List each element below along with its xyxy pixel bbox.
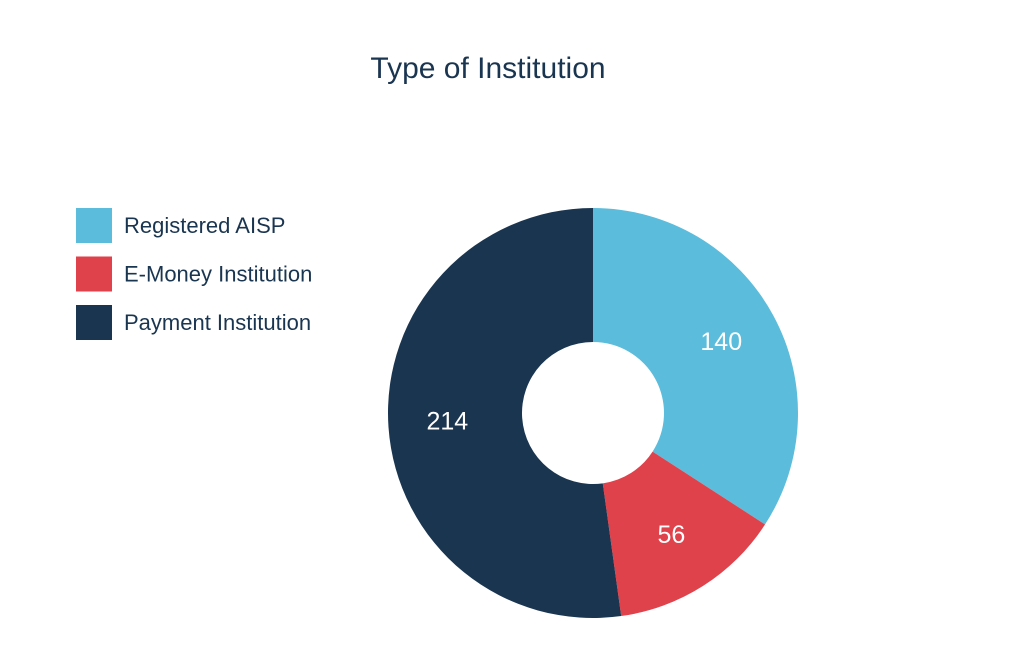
- data-label: 214: [426, 408, 468, 436]
- slice: [593, 208, 798, 525]
- legend-swatch: [76, 305, 112, 340]
- chart-title: Type of Institution: [370, 52, 605, 85]
- legend-label: Payment Institution: [124, 310, 311, 335]
- legend-swatch: [76, 208, 112, 243]
- legend-label: E-Money Institution: [124, 261, 312, 286]
- slice: [387, 208, 622, 618]
- slice: [602, 451, 766, 617]
- legend-label: Registered AISP: [124, 213, 285, 238]
- data-label: 140: [700, 328, 742, 356]
- legend-swatch: [76, 256, 112, 292]
- data-label: 56: [658, 521, 686, 549]
